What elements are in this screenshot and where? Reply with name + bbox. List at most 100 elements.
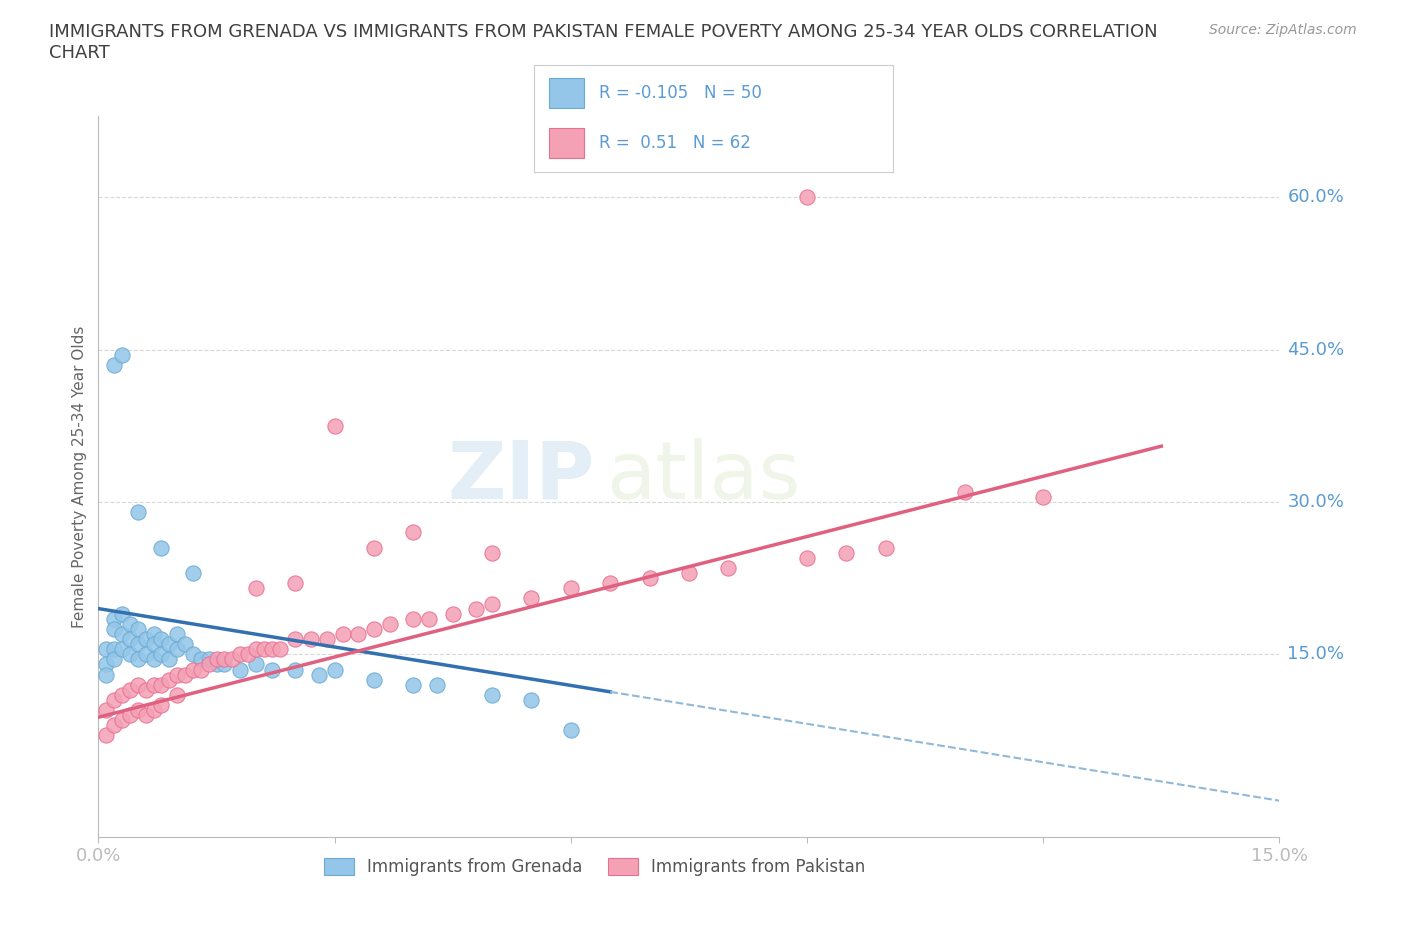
Point — [135, 708, 157, 723]
Point — [111, 642, 134, 657]
Point — [197, 657, 219, 671]
Point — [111, 627, 134, 642]
Point — [308, 667, 330, 682]
Point — [205, 652, 228, 667]
Point — [142, 652, 165, 667]
Point — [332, 627, 354, 642]
Point — [157, 637, 180, 652]
Point — [363, 540, 385, 555]
Point — [245, 581, 267, 596]
Point — [481, 687, 503, 702]
Text: ZIP: ZIP — [447, 438, 595, 515]
Point — [214, 657, 236, 671]
Point — [284, 662, 307, 677]
Point — [111, 712, 134, 727]
Text: atlas: atlas — [606, 438, 800, 515]
Point — [96, 657, 118, 671]
Point — [418, 611, 440, 626]
Point — [260, 642, 283, 657]
Point — [402, 525, 425, 540]
Point — [315, 631, 337, 646]
Point — [157, 672, 180, 687]
Text: 60.0%: 60.0% — [1288, 189, 1344, 206]
Point — [127, 652, 149, 667]
Point — [142, 627, 165, 642]
Text: R = -0.105   N = 50: R = -0.105 N = 50 — [599, 84, 762, 102]
Point — [150, 540, 173, 555]
Point — [127, 703, 149, 718]
Point — [174, 637, 197, 652]
Point — [1032, 489, 1054, 504]
Point — [481, 545, 503, 560]
Y-axis label: Female Poverty Among 25-34 Year Olds: Female Poverty Among 25-34 Year Olds — [72, 326, 87, 628]
Point — [284, 631, 307, 646]
Point — [520, 591, 543, 605]
Point — [465, 601, 488, 616]
Point — [402, 611, 425, 626]
Point — [118, 631, 141, 646]
Point — [103, 693, 125, 708]
Point — [638, 571, 661, 586]
Point — [181, 662, 204, 677]
Point — [118, 708, 141, 723]
Point — [245, 642, 267, 657]
Point — [96, 728, 118, 743]
Point — [323, 418, 346, 433]
Point — [481, 596, 503, 611]
Point — [181, 565, 204, 580]
Point — [284, 576, 307, 591]
Bar — [548, 128, 585, 158]
Point — [299, 631, 322, 646]
Point — [103, 621, 125, 636]
Point — [118, 683, 141, 698]
Point — [560, 723, 582, 737]
Point — [111, 348, 134, 363]
Point — [142, 703, 165, 718]
Point — [560, 581, 582, 596]
Point — [135, 683, 157, 698]
Point — [166, 627, 188, 642]
Point — [166, 667, 188, 682]
Point — [402, 677, 425, 692]
Point — [181, 647, 204, 662]
Point — [150, 698, 173, 712]
Point — [135, 631, 157, 646]
Point — [363, 672, 385, 687]
Point — [835, 545, 858, 560]
Point — [260, 662, 283, 677]
Point — [214, 652, 236, 667]
Point — [96, 642, 118, 657]
Point — [142, 637, 165, 652]
Point — [875, 540, 897, 555]
Point — [127, 505, 149, 520]
Point — [599, 576, 621, 591]
Point — [253, 642, 276, 657]
Text: 15.0%: 15.0% — [1288, 645, 1344, 663]
Point — [678, 565, 700, 580]
Point — [166, 642, 188, 657]
Text: 45.0%: 45.0% — [1288, 340, 1344, 359]
Point — [127, 637, 149, 652]
Point — [205, 657, 228, 671]
Point — [190, 652, 212, 667]
Point — [245, 657, 267, 671]
Point — [426, 677, 449, 692]
Point — [111, 606, 134, 621]
Legend: Immigrants from Grenada, Immigrants from Pakistan: Immigrants from Grenada, Immigrants from… — [318, 851, 872, 883]
Point — [127, 621, 149, 636]
Text: IMMIGRANTS FROM GRENADA VS IMMIGRANTS FROM PAKISTAN FEMALE POVERTY AMONG 25-34 Y: IMMIGRANTS FROM GRENADA VS IMMIGRANTS FR… — [49, 23, 1157, 62]
Point — [150, 631, 173, 646]
Point — [796, 551, 818, 565]
Point — [103, 652, 125, 667]
Point — [441, 606, 464, 621]
Point — [378, 617, 401, 631]
Point — [96, 667, 118, 682]
Point — [190, 662, 212, 677]
Point — [96, 703, 118, 718]
Text: 30.0%: 30.0% — [1288, 493, 1344, 511]
Point — [229, 647, 252, 662]
Point — [127, 677, 149, 692]
Point — [174, 667, 197, 682]
Point — [135, 647, 157, 662]
Text: Source: ZipAtlas.com: Source: ZipAtlas.com — [1209, 23, 1357, 37]
